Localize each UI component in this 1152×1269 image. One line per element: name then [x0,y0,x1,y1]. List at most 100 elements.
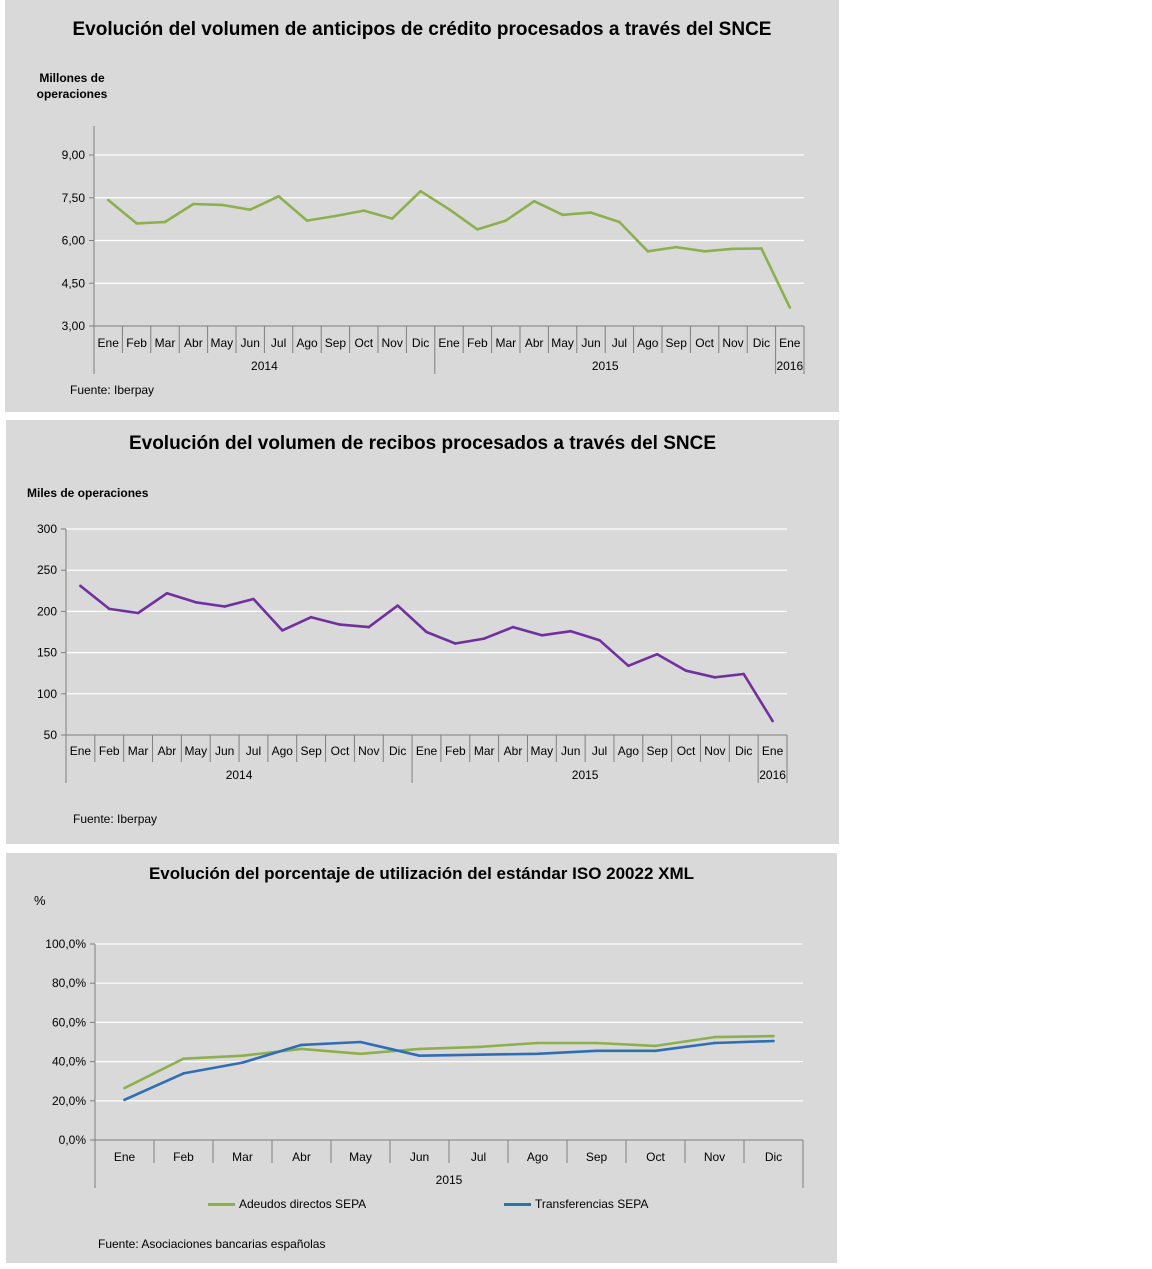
x-tick-label: May [184,744,207,758]
data-point [772,1039,775,1043]
x-tick-label: Oct [331,744,350,758]
source-note: Fuente: Iberpay [73,812,158,826]
x-tick-label: May [210,336,233,350]
data-point [163,220,167,224]
data-point [595,1049,598,1053]
x-tick-label: Oct [646,1150,665,1164]
data-point [536,1041,539,1045]
data-point [561,213,564,217]
y-tick-label: 3,00 [62,319,86,333]
x-tick-label: Ene [416,744,438,758]
x-tick-label: Abr [525,336,544,350]
legend-item-transferencias: Transferencias SEPA [504,1197,648,1211]
data-point [305,219,309,222]
x-tick-label: Ene [762,744,784,758]
data-point [598,638,601,642]
data-point [772,1034,775,1038]
series-line-0 [123,1034,774,1090]
data-point [309,615,313,619]
x-tick-label: Abr [184,336,203,350]
data-point [788,306,792,309]
x-tick-label: Oct [354,336,373,350]
data-point [540,633,544,637]
x-tick-label: Feb [126,336,147,350]
y-tick-label: 40,0% [52,1055,86,1069]
x-tick-label: Abr [158,744,177,758]
y-tick-label: 7,50 [62,191,86,205]
chart-panel-anticipos: Evolución del volumen de anticipos de cr… [5,0,839,412]
x-tick-label: Nov [382,336,403,350]
y-tick-label: 60,0% [52,1015,86,1029]
x-tick-label: May [551,336,574,350]
y-tick-label: 100,0% [45,937,86,951]
x-tick-label: Ene [98,336,120,350]
data-point [281,629,284,632]
legend-label: Transferencias SEPA [535,1197,649,1211]
data-point [334,214,337,218]
data-point [136,611,140,615]
data-point [79,584,82,588]
x-tick-label: Jul [592,744,607,758]
x-tick-label: Ene [438,336,460,350]
year-label: 2015 [436,1173,463,1187]
y-axis-unit-label: % [34,893,46,908]
x-tick-label: Dic [412,336,429,350]
x-tick-label: Abr [292,1150,311,1164]
data-point [194,601,198,604]
data-point [425,630,428,634]
y-tick-label: 20,0% [52,1094,86,1108]
x-tick-label: Ene [779,336,801,350]
x-tick-label: Mar [128,744,149,758]
data-point [703,250,706,253]
y-tick-label: 250 [37,563,57,577]
data-point [248,208,252,212]
x-tick-label: May [531,744,554,758]
x-tick-label: Sep [647,744,669,758]
data-point [595,1041,598,1045]
data-point [300,1047,303,1051]
y-tick-label: 4,50 [62,276,86,290]
data-point [359,1052,362,1056]
x-tick-label: Ene [114,1150,136,1164]
data-point [165,591,169,595]
data-point [742,672,746,676]
x-tick-label: Sep [325,336,347,350]
data-point [419,189,422,193]
year-label: 2014 [251,359,278,373]
x-tick-label: Mar [232,1150,253,1164]
data-point [241,1054,244,1058]
year-label: 2014 [226,768,253,782]
y-tick-label: 200 [37,604,57,618]
legend-swatch [504,1202,531,1206]
chart-title: Evolución del porcentaje de utilización … [148,864,695,883]
y-axis-unit-label: Miles de operaciones [27,486,149,500]
x-tick-label: Jul [471,1150,486,1164]
x-tick-label: Dic [765,1150,782,1164]
data-point [300,1043,303,1047]
data-point [390,217,394,220]
y-axis-unit-label: Millones de operaciones [36,71,108,101]
x-tick-label: Jun [561,744,580,758]
data-point [532,199,536,203]
x-tick-label: Ago [296,336,318,350]
data-point [182,1057,185,1060]
x-tick-label: Jul [271,336,286,350]
year-label: 2016 [759,768,786,782]
data-point [511,625,515,629]
x-tick-label: Oct [695,336,714,350]
data-point [182,1072,185,1075]
y-tick-label: 80,0% [52,976,86,990]
line-chart-anticipos: 3,00 4,50 6,00 7,50 9,00 Ene Feb Mar Abr May Jun Ju… [62,126,805,374]
chart-panel-recibos: Evolución del volumen de recibos procesa… [6,420,839,844]
y-tick-label: 150 [37,646,57,660]
x-tick-label: Ago [618,744,640,758]
x-tick-label: Nov [704,1150,725,1164]
x-tick-label: Dic [753,336,770,350]
data-point [192,202,195,206]
x-tick-label: Feb [173,1150,194,1164]
x-tick-label: May [349,1150,372,1164]
data-point [359,1040,362,1044]
x-tick-label: Sep [300,744,322,758]
data-point [252,597,255,601]
source-note: Fuente: Asociaciones bancarias españolas [98,1237,326,1251]
